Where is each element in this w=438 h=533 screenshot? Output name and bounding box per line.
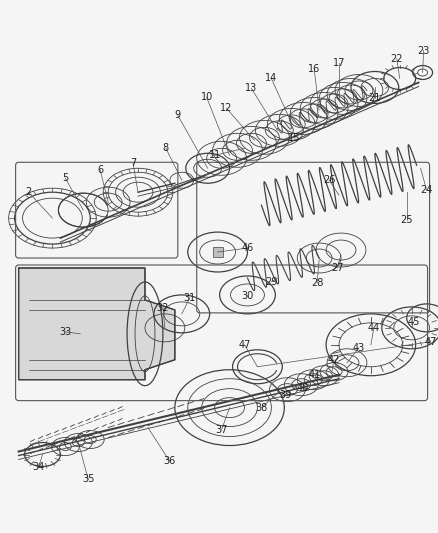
Text: 43: 43 bbox=[352, 343, 364, 353]
Text: 26: 26 bbox=[322, 175, 335, 185]
Text: 47: 47 bbox=[238, 340, 250, 350]
Text: 30: 30 bbox=[241, 291, 253, 301]
Text: 28: 28 bbox=[310, 278, 323, 288]
Text: 44: 44 bbox=[367, 323, 379, 333]
Text: 15: 15 bbox=[287, 133, 300, 143]
Text: 16: 16 bbox=[307, 63, 320, 74]
Text: 34: 34 bbox=[32, 463, 45, 472]
Text: 47: 47 bbox=[424, 337, 436, 347]
Text: 6: 6 bbox=[97, 165, 103, 175]
Text: 8: 8 bbox=[162, 143, 169, 154]
Text: 39: 39 bbox=[279, 390, 291, 400]
Text: 7: 7 bbox=[130, 158, 136, 168]
Text: 2: 2 bbox=[25, 187, 32, 197]
Text: 33: 33 bbox=[59, 327, 71, 337]
Text: 21: 21 bbox=[368, 93, 380, 103]
Text: 31: 31 bbox=[183, 293, 195, 303]
Text: 14: 14 bbox=[265, 74, 277, 84]
Text: 10: 10 bbox=[200, 92, 212, 102]
Text: 35: 35 bbox=[82, 474, 94, 484]
Text: 29: 29 bbox=[265, 277, 277, 287]
Text: 5: 5 bbox=[62, 173, 68, 183]
Text: 46: 46 bbox=[241, 243, 253, 253]
Text: 41: 41 bbox=[308, 370, 321, 379]
Text: 37: 37 bbox=[215, 425, 227, 434]
Text: 27: 27 bbox=[330, 263, 343, 273]
Text: 25: 25 bbox=[399, 215, 412, 225]
Text: 9: 9 bbox=[174, 110, 180, 120]
Text: 11: 11 bbox=[208, 150, 220, 160]
Text: 38: 38 bbox=[255, 402, 267, 413]
Text: 32: 32 bbox=[156, 303, 169, 313]
Text: 22: 22 bbox=[390, 53, 402, 63]
Text: 13: 13 bbox=[245, 84, 257, 93]
Text: 24: 24 bbox=[420, 185, 432, 195]
Bar bbox=[212, 247, 222, 257]
Text: 42: 42 bbox=[327, 355, 339, 365]
Text: 45: 45 bbox=[406, 317, 419, 327]
Text: 23: 23 bbox=[417, 45, 429, 55]
Text: 12: 12 bbox=[220, 103, 232, 114]
Text: 36: 36 bbox=[163, 456, 176, 466]
Polygon shape bbox=[18, 268, 174, 379]
Text: 40: 40 bbox=[295, 383, 307, 393]
Text: 17: 17 bbox=[332, 58, 344, 68]
